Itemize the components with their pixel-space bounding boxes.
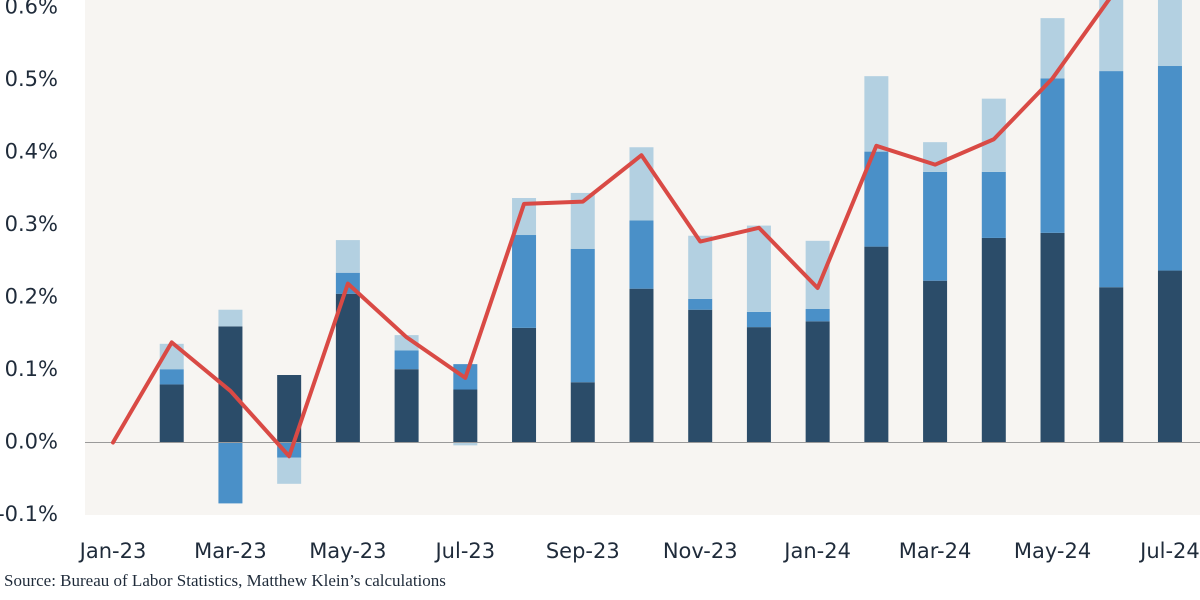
bar-segment <box>746 225 771 312</box>
bar-segment <box>629 220 654 289</box>
bar-segment <box>981 98 1006 172</box>
bar-segment <box>629 288 654 443</box>
y-tick-label: 0.0% <box>5 429 58 453</box>
y-tick-label: 0.6% <box>5 0 58 18</box>
y-tick-label: 0.5% <box>5 67 58 91</box>
bar-segment <box>1099 0 1124 72</box>
x-tick-label: Jan-24 <box>782 539 851 563</box>
y-tick-label: 0.2% <box>5 284 58 308</box>
bar-segment <box>159 384 184 443</box>
x-tick-label: Jul-23 <box>433 539 495 563</box>
bar-segment <box>512 327 537 443</box>
x-tick-label: Mar-24 <box>899 539 972 563</box>
bar-segment <box>923 142 948 172</box>
bar-segment <box>981 171 1006 238</box>
x-tick-label: Jan-23 <box>78 539 147 563</box>
x-tick-label: Sep-23 <box>546 539 620 563</box>
bar-segment <box>1157 0 1182 67</box>
bar-segment <box>335 293 360 443</box>
bar-segment <box>1040 78 1065 233</box>
bar-segment <box>688 309 713 443</box>
bar-segment <box>688 298 713 310</box>
x-tick-label: Mar-23 <box>194 539 267 563</box>
y-tick-label: 0.1% <box>5 357 58 381</box>
line <box>111 0 1112 459</box>
bar-segment <box>746 327 771 443</box>
bar-segment <box>805 309 830 322</box>
bar-segment <box>864 246 889 443</box>
bar-segment <box>746 311 771 328</box>
x-tick-label: Nov-23 <box>663 539 738 563</box>
x-tick-label: Jul-24 <box>1138 539 1200 563</box>
bar-segment <box>923 171 948 281</box>
bar-segment <box>688 235 713 299</box>
bar-segment <box>923 280 948 443</box>
bar-segment <box>335 240 360 273</box>
bar-segment <box>453 442 478 446</box>
bar-segment <box>277 457 302 484</box>
bar-segment <box>1040 232 1065 443</box>
bar-segment <box>394 369 419 443</box>
bar-segment <box>805 240 830 309</box>
bar-segment <box>218 442 243 504</box>
bar-segment <box>218 309 243 327</box>
bar-segment <box>453 389 478 443</box>
bar-segment <box>512 235 537 328</box>
bar-segment <box>570 248 595 383</box>
plot <box>85 0 1200 504</box>
bar-segment <box>159 369 184 385</box>
bar-segment <box>805 321 830 443</box>
bar-segment <box>570 382 595 443</box>
bar-segment <box>1157 66 1182 271</box>
source-note: Source: Bureau of Labor Statistics, Matt… <box>4 571 446 590</box>
bar-segment <box>394 335 419 351</box>
y-tick-label: 0.4% <box>5 139 58 163</box>
bar-segment <box>981 237 1006 443</box>
bar-segment <box>1099 71 1124 288</box>
y-tick-label: -0.1% <box>0 502 58 526</box>
bar-segment <box>394 350 419 370</box>
bar-segment <box>864 76 889 152</box>
bar-segment <box>1157 270 1182 443</box>
bar-segment <box>1099 287 1124 443</box>
x-tick-label: May-23 <box>309 539 386 563</box>
y-tick-label: 0.3% <box>5 212 58 236</box>
x-tick-label: May-24 <box>1014 539 1091 563</box>
